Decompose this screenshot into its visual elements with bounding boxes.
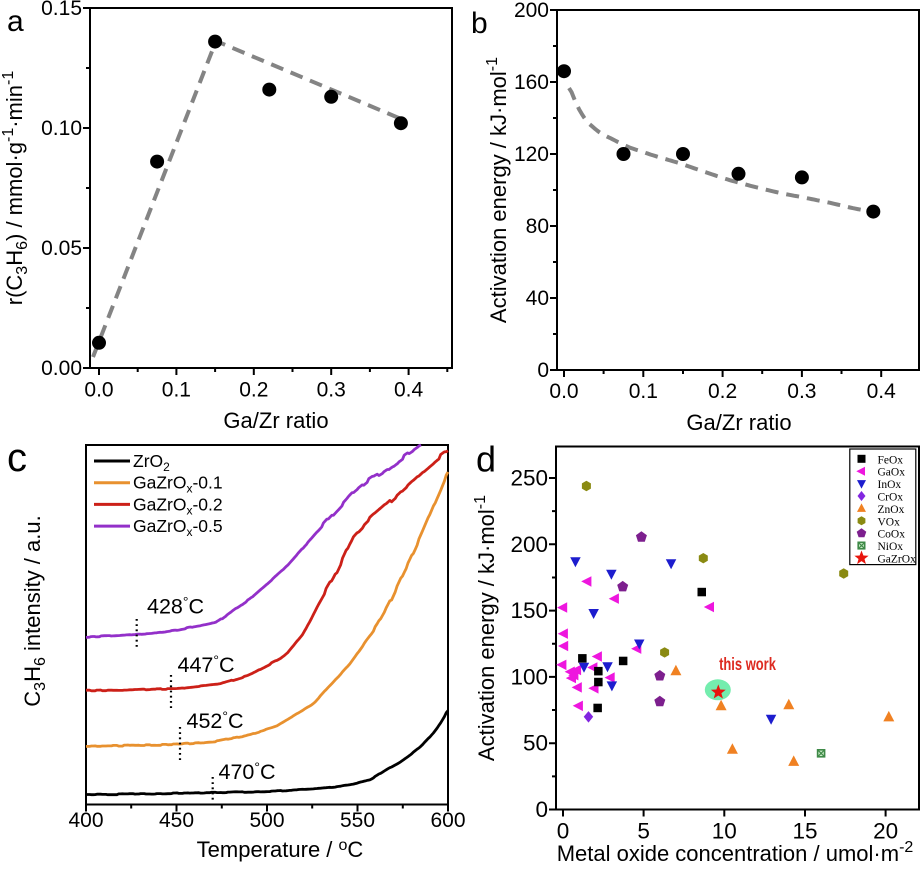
svg-text:GaZrOx-0.2: GaZrOx-0.2 [133,494,223,517]
svg-text:Ga/Zr ratio: Ga/Zr ratio [223,408,328,433]
svg-text:0.0: 0.0 [84,379,113,402]
svg-text:5: 5 [637,819,650,844]
svg-text:GaZrOx: GaZrOx [878,554,917,566]
svg-text:VOx: VOx [878,516,901,528]
svg-text:GaOx: GaOx [878,467,906,479]
svg-text:r(C3H6) / mmol·g-1·min-1: r(C3H6) / mmol·g-1·min-1 [0,71,31,306]
svg-text:10: 10 [712,819,737,844]
svg-text:160: 160 [514,71,549,94]
svg-text:0: 0 [557,819,570,844]
svg-text:ZnOx: ZnOx [878,504,905,516]
svg-text:600: 600 [430,809,465,832]
svg-text:470°C: 470°C [218,759,275,784]
svg-text:CrOx: CrOx [878,492,904,504]
svg-text:FeOx: FeOx [878,454,904,466]
svg-text:0.1: 0.1 [162,379,191,402]
svg-text:CoOx: CoOx [878,529,906,541]
svg-text:428°C: 428°C [147,594,204,619]
svg-text:40: 40 [526,287,549,310]
svg-text:Ga/Zr ratio: Ga/Zr ratio [686,410,791,435]
svg-text:150: 150 [510,598,548,623]
svg-text:0: 0 [537,359,549,382]
svg-text:0.4: 0.4 [394,379,424,402]
svg-text:200: 200 [514,0,549,22]
svg-text:200: 200 [510,532,548,557]
svg-text:0.3: 0.3 [317,379,346,402]
svg-text:InOx: InOx [878,479,902,491]
svg-text:450: 450 [159,809,194,832]
svg-text:15: 15 [792,819,817,844]
svg-text:NiOx: NiOx [878,541,904,553]
svg-text:0.1: 0.1 [629,380,658,403]
svg-text:0.00: 0.00 [41,357,82,380]
svg-text:447°C: 447°C [177,652,234,677]
svg-text:250: 250 [510,466,548,491]
svg-text:GaZrOx-0.1: GaZrOx-0.1 [133,473,223,496]
svg-text:0.4: 0.4 [867,380,897,403]
svg-text:Activation energy / kJ·mol-1: Activation energy / kJ·mol-1 [472,495,499,761]
svg-text:500: 500 [249,809,284,832]
svg-text:120: 120 [514,143,549,166]
svg-text:C3H6 intensity / a.u.: C3H6 intensity / a.u. [20,515,49,706]
svg-text:GaZrOx-0.5: GaZrOx-0.5 [133,516,223,539]
svg-text:Temperature / oC: Temperature / oC [197,837,364,862]
svg-text:0.0: 0.0 [549,380,578,403]
svg-text:d: d [476,439,496,480]
svg-text:a: a [7,5,24,38]
svg-text:Metal oxide concentration / um: Metal oxide concentration / umol·m-2 [557,839,914,866]
svg-text:Activation energy / kJ·mol-1: Activation energy / kJ·mol-1 [484,57,511,323]
svg-text:400: 400 [68,809,103,832]
svg-text:ZrO2: ZrO2 [133,451,170,474]
svg-text:b: b [471,7,488,40]
svg-text:100: 100 [510,664,548,689]
svg-text:20: 20 [873,819,898,844]
svg-text:0.10: 0.10 [41,117,82,140]
svg-text:0.2: 0.2 [239,379,268,402]
svg-text:80: 80 [526,215,549,238]
svg-text:c: c [7,436,27,480]
svg-text:0.05: 0.05 [41,237,82,260]
svg-text:50: 50 [523,731,548,756]
svg-text:550: 550 [340,809,375,832]
svg-text:this work: this work [719,655,776,675]
svg-text:0.15: 0.15 [41,0,82,20]
svg-text:452°C: 452°C [186,708,243,733]
svg-text:0.2: 0.2 [708,380,737,403]
svg-text:0: 0 [535,797,548,822]
svg-text:0.3: 0.3 [787,380,816,403]
